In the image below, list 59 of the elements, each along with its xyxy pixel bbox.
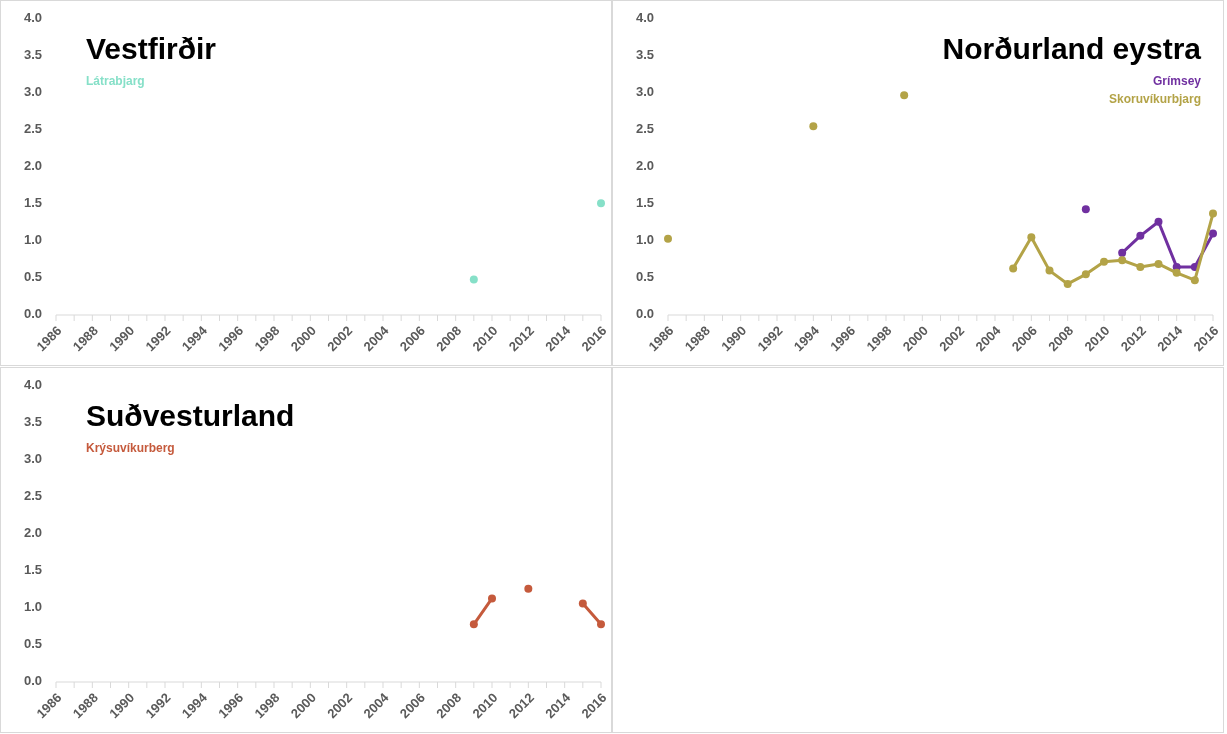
y-tick-label: 2.0 — [23, 158, 42, 174]
text: Suðvesturland — [86, 399, 295, 432]
point — [488, 594, 496, 603]
y-tick-label: 2.5 — [635, 121, 654, 137]
point — [1136, 262, 1145, 271]
point — [1118, 256, 1127, 265]
y-tick-label: 2.0 — [23, 525, 42, 541]
point — [1118, 248, 1127, 257]
y-tick-label: 0.5 — [635, 269, 654, 285]
point — [1136, 231, 1145, 240]
y-tick-label: 0.0 — [635, 306, 654, 322]
y-tick-label: 1.0 — [23, 599, 42, 615]
point — [1154, 259, 1163, 268]
point — [1190, 276, 1199, 285]
point — [1172, 268, 1181, 277]
point — [1081, 205, 1090, 214]
y-tick-label: 0.0 — [23, 673, 42, 689]
point — [578, 599, 587, 608]
y-tick-label: 4.0 — [635, 10, 654, 26]
y-tick-label: 0.5 — [23, 269, 42, 285]
text: Vestfirðir — [86, 32, 217, 65]
point — [900, 91, 909, 100]
y-tick-label: 3.5 — [23, 414, 42, 430]
y-tick-label: 2.5 — [23, 121, 42, 137]
y-tick-label: 0.0 — [23, 306, 42, 322]
y-tick-label: 3.5 — [635, 47, 654, 63]
y-tick-label: 3.0 — [23, 451, 42, 467]
point — [809, 122, 818, 131]
point — [664, 234, 672, 243]
point — [1209, 229, 1217, 238]
point — [1100, 257, 1108, 266]
text: Látrabjarg — [86, 74, 145, 88]
point — [1209, 209, 1217, 218]
point — [1045, 266, 1054, 275]
point — [1027, 233, 1036, 242]
y-tick-label: 2.5 — [23, 488, 42, 504]
y-tick-label: 3.5 — [23, 47, 42, 63]
y-tick-label: 1.5 — [635, 195, 654, 211]
text: Skoruvíkurbjarg — [1108, 92, 1201, 106]
text: Norðurland eystra — [942, 32, 1202, 65]
point — [469, 620, 478, 629]
y-tick-label: 0.5 — [23, 636, 42, 652]
point — [597, 620, 605, 629]
point — [1009, 264, 1018, 273]
y-tick-label: 3.0 — [23, 84, 42, 100]
y-tick-label: 3.0 — [635, 84, 654, 100]
point — [1063, 279, 1072, 288]
y-tick-label: 1.5 — [23, 195, 42, 211]
y-tick-label: 1.0 — [635, 232, 654, 248]
y-tick-label: 1.0 — [23, 232, 42, 248]
point — [1154, 217, 1163, 226]
text: Krýsuvíkurberg — [86, 441, 175, 455]
point — [1081, 270, 1090, 279]
y-tick-label: 2.0 — [635, 158, 654, 174]
y-tick-label: 4.0 — [23, 377, 42, 393]
y-tick-label: 4.0 — [23, 10, 42, 26]
y-tick-label: 1.5 — [23, 562, 42, 578]
point — [524, 584, 533, 593]
text: Grímsey — [1152, 74, 1202, 88]
